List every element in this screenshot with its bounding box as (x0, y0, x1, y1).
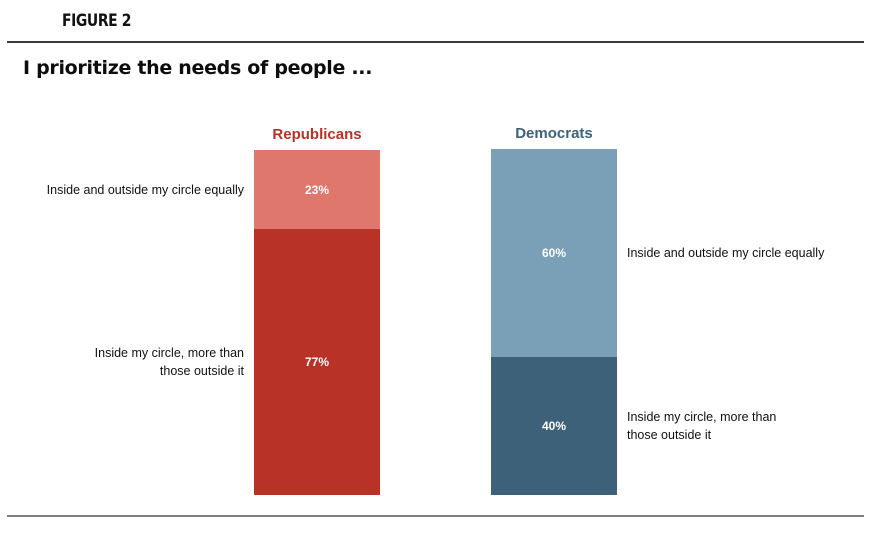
group-label-republicans: Republicans (272, 126, 362, 143)
figure-label: FIGURE 2 (62, 11, 132, 31)
category-label-line: those outside it (159, 364, 244, 378)
category-label-republicans-inside-my-circle-more-than-those-outside-it: Inside my circle, more than those outside… (95, 344, 244, 380)
category-label-line: Inside and outside my circle equally (46, 183, 244, 197)
data-label: 23% (304, 183, 330, 197)
category-label-line: Inside and outside my circle equally (627, 246, 825, 260)
bar-segment-republicans-inside-and-outside-my-circle-equally: 23% (254, 150, 380, 230)
data-label: 40% (541, 418, 567, 433)
bottom-divider (7, 515, 864, 517)
category-label-line: Inside my circle, more than (627, 410, 777, 424)
bar-segment-republicans-inside-my-circle-more-than-those-outside-it: 77% (254, 229, 380, 495)
category-label-democrats-inside-and-outside-my-circle-equally: Inside and outside my circle equally (627, 244, 824, 262)
group-label-democrats: Democrats (515, 125, 593, 142)
chart-title: I prioritize the needs of people ... (23, 57, 373, 79)
data-label: 77% (304, 354, 330, 369)
category-label-democrats-inside-my-circle-more-than-those-outside-it: Inside my circle, more than those outside… (627, 408, 776, 444)
data-label: 60% (541, 246, 567, 260)
bar-segment-democrats-inside-and-outside-my-circle-equally: 60% (491, 149, 617, 357)
category-label-line: those outside it (627, 428, 712, 442)
category-label-line: Inside my circle, more than (94, 346, 244, 360)
bar-segment-democrats-inside-my-circle-more-than-those-outside-it: 40% (491, 356, 617, 495)
category-label-republicans-inside-and-outside-my-circle-equally: Inside and outside my circle equally (47, 181, 244, 199)
top-divider (7, 41, 864, 43)
